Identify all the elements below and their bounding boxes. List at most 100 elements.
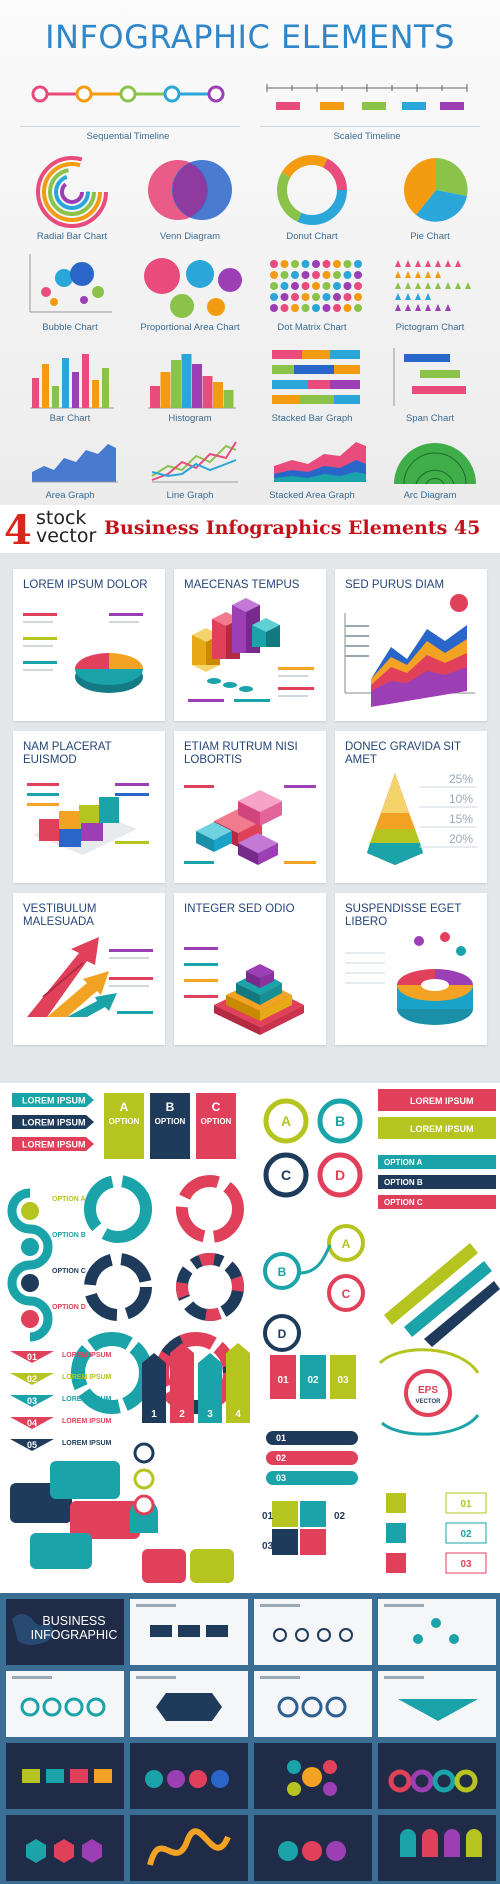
matrix-dot bbox=[343, 260, 352, 268]
matrix-dot bbox=[291, 282, 299, 290]
slide-thumbnail bbox=[378, 1671, 496, 1737]
sheet-title: INFOGRAPHIC ELEMENTS bbox=[45, 18, 455, 56]
pictogram-mark bbox=[435, 271, 441, 278]
option-strips: LOREM IPSUM LOREM IPSUM OPTION A OPTION … bbox=[378, 1089, 496, 1209]
list-label: LOREM IPSUM bbox=[62, 1418, 112, 1425]
pictogram-mark bbox=[455, 282, 461, 289]
card-number: 03 bbox=[337, 1375, 349, 1386]
step-number: 2 bbox=[179, 1409, 185, 1420]
scaled-timeline bbox=[266, 84, 468, 110]
card-lorem-ipsum-dolor: LOREM IPSUM DOLOR bbox=[13, 569, 165, 721]
percent-label: 25% bbox=[449, 772, 473, 786]
matrix-dot bbox=[280, 293, 289, 301]
diagonal-option-arrows bbox=[384, 1243, 500, 1347]
divider bbox=[260, 126, 480, 127]
circle-letter: B bbox=[278, 1265, 287, 1279]
matrix-dot bbox=[354, 282, 362, 290]
caption-radial-bar-chart: Radial Bar Chart bbox=[36, 231, 108, 242]
radial-bar-chart bbox=[36, 156, 108, 228]
slide-title-card: BUSINESS INFOGRAPHIC bbox=[6, 1599, 124, 1665]
snake-option-list: OPTION A OPTION B OPTION C OPTION D bbox=[7, 1188, 86, 1342]
pill-number: 01 bbox=[276, 1433, 286, 1443]
lorem-banners: LOREM IPSUM LOREM IPSUM LOREM IPSUM bbox=[12, 1093, 94, 1151]
step-number: 4 bbox=[235, 1409, 241, 1420]
option-label: OPTION D bbox=[52, 1304, 86, 1311]
slide-thumbnail bbox=[6, 1743, 124, 1809]
quad-tiles: 01 02 03 bbox=[262, 1501, 346, 1555]
caption-dot-matrix-chart: Dot Matrix Chart bbox=[277, 322, 347, 333]
pictogram-mark bbox=[405, 282, 411, 289]
pictogram-mark bbox=[415, 293, 421, 300]
eps-label: EPS bbox=[418, 1385, 438, 1396]
pictogram-mark bbox=[395, 304, 401, 311]
matrix-dot bbox=[333, 260, 341, 268]
slide-thumbnail bbox=[378, 1815, 496, 1881]
caption-stacked-area-graph: Stacked Area Graph bbox=[269, 490, 355, 501]
bar bbox=[32, 378, 39, 408]
pictogram-mark bbox=[435, 260, 441, 267]
bar bbox=[72, 372, 79, 408]
pill-list: 01 02 03 bbox=[266, 1431, 358, 1485]
option-label: OPTION B bbox=[52, 1232, 86, 1239]
pictogram-mark bbox=[445, 260, 451, 267]
pictogram-mark bbox=[405, 260, 411, 267]
banner-vector: vector bbox=[36, 525, 97, 547]
matrix-dot bbox=[312, 293, 320, 301]
tile-number: 03 bbox=[460, 1559, 472, 1570]
circle-letter: B bbox=[335, 1113, 345, 1129]
matrix-dot bbox=[333, 282, 341, 290]
area-graph bbox=[32, 444, 118, 483]
pictogram-mark bbox=[415, 282, 421, 289]
circle-letter: A bbox=[342, 1237, 351, 1251]
bar bbox=[52, 386, 59, 408]
matrix-dot bbox=[270, 293, 278, 301]
matrix-dot bbox=[291, 304, 299, 312]
donut-chart bbox=[277, 155, 347, 225]
matrix-dot bbox=[322, 293, 331, 301]
matrix-dot bbox=[280, 282, 289, 290]
matrix-dot bbox=[291, 271, 299, 279]
bar bbox=[92, 380, 99, 408]
pictogram-mark bbox=[445, 304, 451, 311]
icon-list: 01 02 03 bbox=[386, 1492, 487, 1574]
matrix-dot bbox=[280, 304, 289, 312]
matrix-dot bbox=[312, 271, 320, 279]
list-label: LOREM IPSUM bbox=[62, 1440, 112, 1447]
pictogram-mark bbox=[435, 282, 441, 289]
matrix-dot bbox=[354, 271, 362, 279]
matrix-dot bbox=[333, 271, 341, 279]
tile-number: 03 bbox=[262, 1541, 274, 1552]
caption-span-chart: Span Chart bbox=[405, 413, 455, 424]
matrix-dot bbox=[270, 282, 278, 290]
slide-thumbnail bbox=[130, 1599, 248, 1665]
stacked-area-graph bbox=[274, 442, 366, 482]
slide-thumbnail bbox=[254, 1815, 372, 1881]
line-graph bbox=[151, 441, 238, 483]
matrix-dot bbox=[343, 304, 352, 312]
vector-label: VECTOR bbox=[416, 1399, 442, 1405]
strip-option: OPTION B bbox=[384, 1178, 423, 1187]
caption-area-graph: Area Graph bbox=[45, 490, 95, 501]
matrix-dot bbox=[322, 271, 331, 279]
card-title: SUSPENDISSE EGET LIBERO bbox=[345, 903, 462, 928]
histogram-bin bbox=[150, 386, 160, 408]
histogram-bin bbox=[192, 364, 202, 408]
strip-option: OPTION C bbox=[384, 1198, 423, 1207]
card-title: DONEC GRAVIDA SIT AMET bbox=[345, 741, 461, 766]
span-chart bbox=[393, 348, 466, 406]
matrix-dot bbox=[333, 293, 341, 301]
percent-label: 20% bbox=[449, 832, 473, 846]
matrix-dot bbox=[270, 271, 278, 279]
banner-title: Business Infographics Elements 45 bbox=[104, 517, 481, 539]
slide-thumbnail bbox=[254, 1671, 372, 1737]
card-vestibulum-malesuada: VESTIBULUM MALESUADA bbox=[13, 893, 165, 1045]
matrix-dot bbox=[301, 271, 310, 279]
isometric-cards-grid: LOREM IPSUM DOLOR MAECENAS TEMPUS bbox=[0, 553, 500, 1083]
proportional-area-chart bbox=[144, 258, 242, 318]
matrix-dot bbox=[301, 260, 310, 268]
pill-number: 03 bbox=[276, 1473, 286, 1483]
slide-thumbnail bbox=[6, 1671, 124, 1737]
percent-label: 10% bbox=[449, 792, 473, 806]
card-title: INTEGER SED ODIO bbox=[184, 903, 295, 915]
pictogram-mark bbox=[395, 260, 401, 267]
